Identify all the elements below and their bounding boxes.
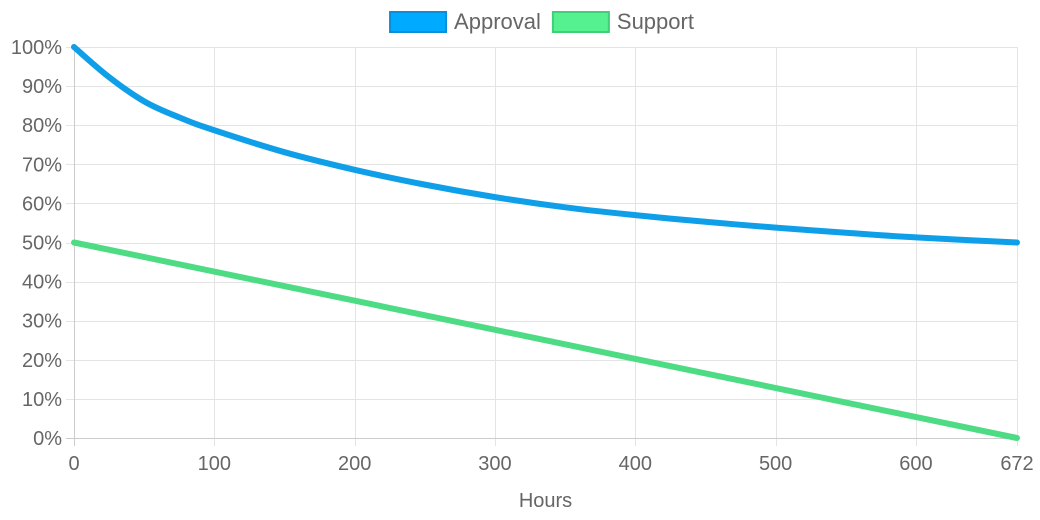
y-tick-label: 10% [22,389,62,411]
y-tick-label: 80% [22,115,62,137]
legend-label-support[interactable]: Support [617,9,694,34]
legend: Approval Support [389,9,694,34]
series-lines [71,44,1020,441]
y-tick-label: 60% [22,193,62,215]
y-tick-label: 20% [22,350,62,372]
x-tick-label: 400 [619,453,652,475]
x-tick-label: 600 [899,453,932,475]
approval-series-line [71,44,1020,246]
y-tick-label: 0% [33,428,62,450]
x-tick-label: 500 [759,453,792,475]
legend-swatch-approval[interactable] [389,11,448,33]
x-tick-label: 100 [198,453,231,475]
support-series-line [71,239,1020,441]
y-tick-label: 100% [11,37,62,59]
y-tick-label: 70% [22,154,62,176]
axes [66,47,1017,446]
x-tick-label: 200 [338,453,371,475]
legend-label-approval[interactable]: Approval [454,9,541,34]
y-tick-label: 50% [22,233,62,255]
x-tick-label: 0 [68,453,79,475]
y-tick-label: 40% [22,272,62,294]
grid-lines [66,47,1018,446]
tick-labels: 0% 10% 20% 30% 40% 50% 60% 70% 80% 90% 100% 0 100 200… [11,37,1034,475]
y-tick-label: 90% [22,76,62,98]
x-axis-title: Hours [519,490,572,512]
y-tick-label: 30% [22,311,62,333]
x-tick-label: 672 [1000,453,1033,475]
x-tick-label: 300 [478,453,511,475]
legend-swatch-support[interactable] [551,11,610,33]
